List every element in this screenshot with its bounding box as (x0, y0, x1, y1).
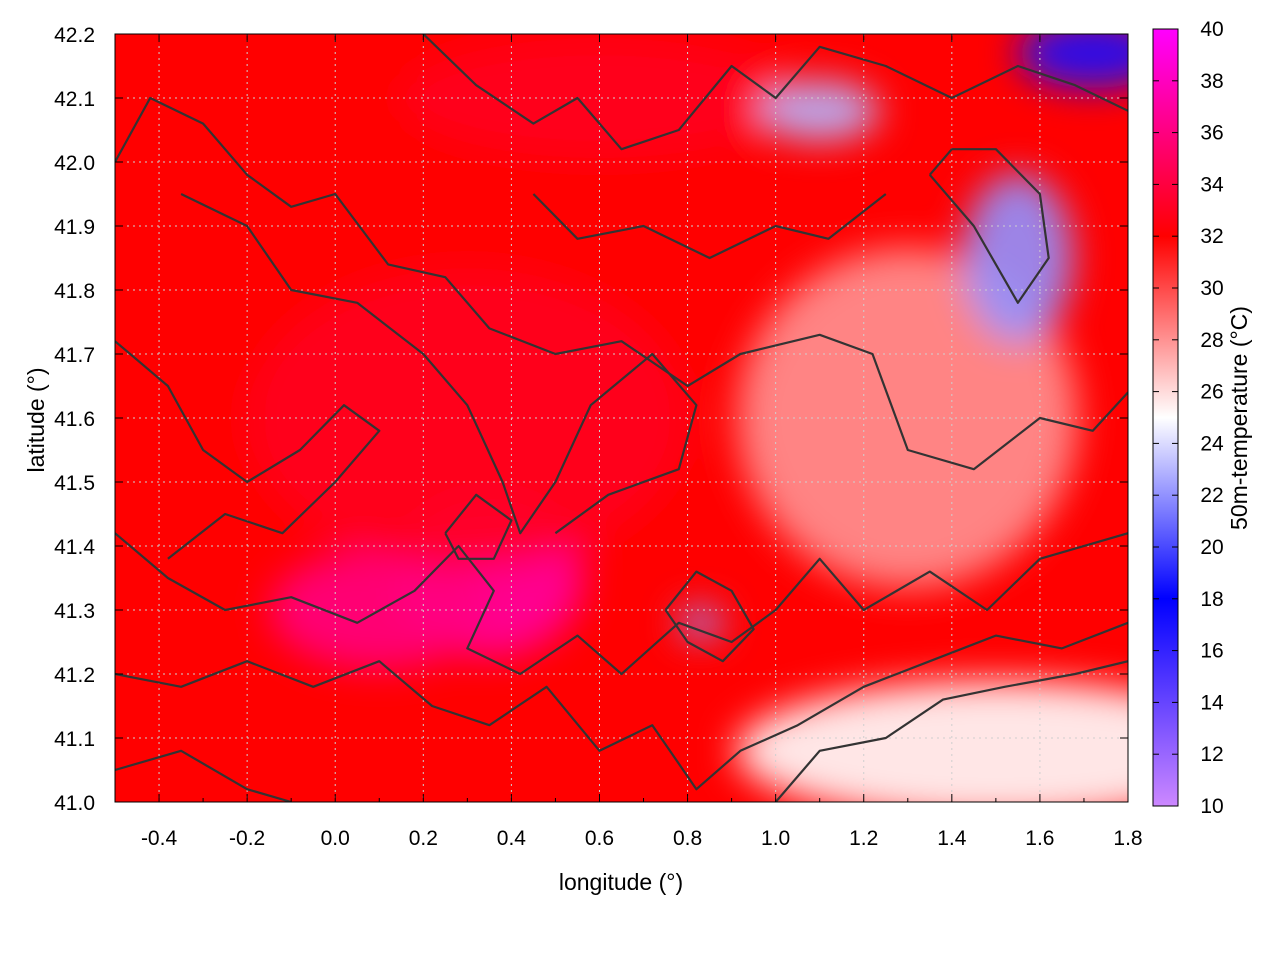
colorbar-ticks: 10 12 14 16 18 20 22 24 26 28 30 32 34 36 38 40 (1153, 18, 1224, 818)
y-tick-label: 42.0 (54, 152, 95, 175)
colorbar-tick-label: 32 (1200, 225, 1223, 248)
contour-line (115, 621, 1128, 791)
x-tick-label: -0.2 (229, 827, 265, 850)
contour-line (115, 96, 1128, 471)
x-tick-label: 1.6 (1025, 827, 1054, 850)
y-tick-label: 41.4 (54, 536, 95, 559)
colorbar-tick-label: 26 (1200, 381, 1223, 404)
y-tick-label: 41.6 (54, 408, 95, 431)
colorbar-tick-label: 14 (1200, 691, 1224, 714)
y-axis: 41.0 41.1 41.2 41.3 41.4 41.5 41.6 41.7 41.8 41.9… (54, 24, 1128, 815)
y-axis-label: latitude (°) (23, 367, 49, 472)
colorbar-tick-label: 30 (1200, 277, 1223, 300)
colorbar-label: 50m-temperature (°C) (1226, 306, 1252, 530)
y-tick-label: 41.0 (54, 792, 95, 815)
colorbar-tick-label: 18 (1200, 588, 1223, 611)
colorbar-tick-label: 22 (1200, 484, 1223, 507)
colorbar-tick-label: 12 (1200, 743, 1223, 766)
colorbar-tick-label: 28 (1200, 329, 1223, 352)
y-tick-label: 42.1 (54, 88, 95, 111)
temperature-region-cool-north (759, 80, 880, 141)
colorbar-tick-label: 40 (1200, 18, 1223, 41)
colorbar-tick-label: 34 (1200, 173, 1224, 196)
contour-line (532, 193, 887, 260)
x-tick-label: 1.2 (849, 827, 878, 850)
contour-line (115, 340, 381, 560)
temperature-region-cool-pocket (962, 173, 1073, 343)
grid (115, 34, 1128, 802)
y-tick-label: 41.8 (54, 280, 95, 303)
colorbar-tick-label: 16 (1200, 640, 1223, 663)
contour-line (115, 532, 1128, 676)
y-tick-label: 41.9 (54, 216, 95, 239)
temperature-region-warm-north (399, 38, 800, 158)
y-tick-label: 42.2 (54, 24, 95, 47)
x-tick-label: 1.4 (937, 827, 967, 850)
colorbar-tick-label: 38 (1200, 70, 1223, 93)
contour-lines (115, 34, 1128, 802)
contour-line (664, 570, 755, 663)
colorbar-tick-label: 24 (1200, 432, 1224, 455)
x-tick-label: 0.2 (409, 827, 438, 850)
x-tick-label: 1.8 (1113, 827, 1142, 850)
colorbar-frame (1152, 28, 1179, 807)
x-tick-label: 1.0 (761, 827, 790, 850)
x-tick-label: 0.8 (673, 827, 702, 850)
x-axis-label: longitude (°) (559, 869, 683, 895)
temperature-region-coast (735, 680, 1128, 802)
contour-line (444, 493, 513, 560)
contour-line (774, 660, 1128, 802)
y-tick-label: 41.5 (54, 472, 95, 495)
x-tick-label: -0.4 (141, 827, 178, 850)
x-tick-label: 0.0 (321, 827, 350, 850)
x-tick-label: 0.4 (497, 827, 527, 850)
colorbar: 10 12 14 16 18 20 22 24 26 28 30 32 34 36 38 40 50m-tem… (1152, 18, 1252, 818)
y-tick-label: 41.1 (54, 728, 95, 751)
y-tick-label: 41.2 (54, 664, 95, 687)
colorbar-tick-label: 10 (1200, 795, 1223, 818)
plot-area (115, 34, 1128, 802)
colorbar-tick-label: 36 (1200, 122, 1223, 145)
x-axis: -0.4 -0.2 0.0 0.2 0.4 0.6 0.8 1.0 1.2 1.4 1.6 1.8 (141, 34, 1143, 850)
colorbar-gradient (1153, 29, 1178, 806)
contour-line (115, 749, 292, 802)
temperature-region-cool-spot (678, 606, 723, 639)
x-tick-label: 0.6 (585, 827, 614, 850)
colorbar-tick-label: 20 (1200, 536, 1223, 559)
temperature-region-warm-plain (247, 268, 688, 568)
y-tick-label: 41.3 (54, 600, 95, 623)
contour-line (422, 34, 1128, 151)
contour-line (928, 148, 1050, 304)
contour-line (180, 193, 698, 535)
y-tick-label: 41.7 (54, 344, 95, 367)
